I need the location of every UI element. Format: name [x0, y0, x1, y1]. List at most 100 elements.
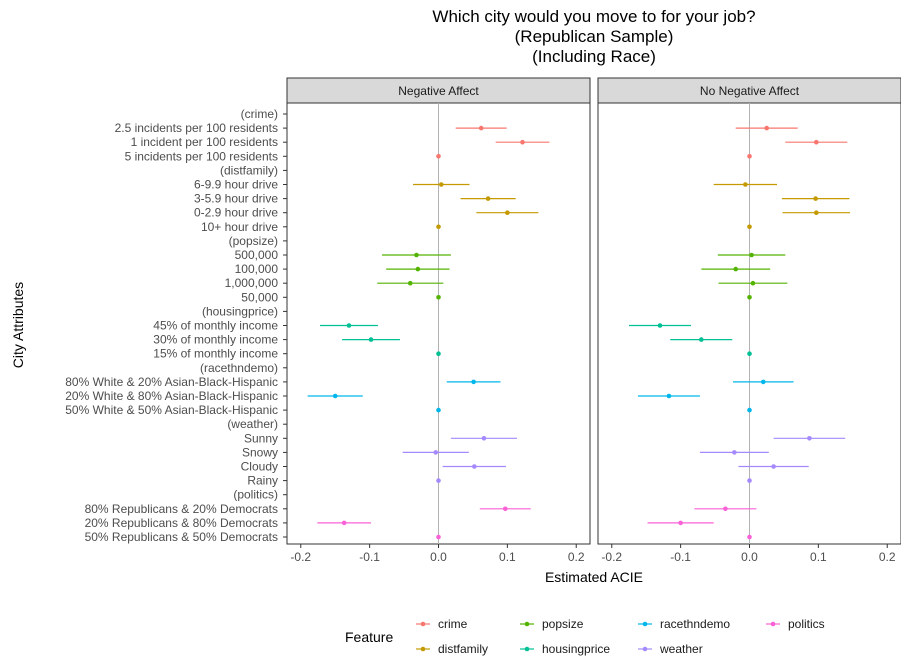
x-tick-label: 0.2 — [879, 550, 896, 564]
estimate-point — [666, 393, 672, 399]
chart-title-line-1: Which city would you move to for your jo… — [432, 7, 755, 26]
y-tick-label: 1 incident per 100 residents — [131, 135, 278, 149]
x-tick-label: 0.0 — [741, 550, 758, 564]
estimate-point — [436, 351, 441, 357]
chart-title-line-3: (Including Race) — [532, 47, 656, 66]
y-tick-label: 500,000 — [235, 248, 279, 262]
estimate-point — [502, 506, 508, 512]
legend-label: housingprice — [542, 642, 610, 656]
legend-entry-distfamily: distfamily — [416, 642, 488, 656]
y-tick-label: (distfamily) — [220, 163, 278, 177]
x-tick-label: -0.2 — [290, 550, 311, 564]
y-tick-label: 30% of monthly income — [153, 333, 278, 347]
y-tick-label: 10+ hour drive — [201, 220, 278, 234]
y-tick-label: 1,000,000 — [225, 276, 279, 290]
estimate-point — [436, 295, 441, 300]
y-tick-label: Rainy — [247, 474, 278, 488]
facet-strip-label: Negative Affect — [398, 84, 479, 98]
legend-entry-crime: crime — [416, 617, 468, 631]
estimate-point — [813, 139, 819, 145]
estimate-point — [368, 337, 374, 342]
estimate-point — [760, 379, 766, 385]
estimate-point — [436, 407, 441, 413]
estimate-point — [436, 478, 441, 483]
chart-title: Which city would you move to for your jo… — [432, 7, 755, 66]
legend-entry-housingprice: housingprice — [520, 642, 610, 656]
legend-key-point — [524, 621, 530, 627]
legend-key-point — [420, 646, 426, 652]
y-tick-label: 50% Republicans & 50% Democrats — [85, 530, 278, 544]
estimate-point — [478, 125, 484, 131]
legend-key-point — [642, 621, 648, 627]
y-tick-label: Cloudy — [241, 460, 278, 474]
chart-title-line-2: (Republican Sample) — [515, 27, 674, 46]
legend-label: weather — [659, 642, 703, 656]
y-tick-label: 3-5.9 hour drive — [194, 192, 278, 206]
y-tick-label: 50,000 — [241, 290, 278, 304]
estimate-point — [332, 393, 338, 399]
estimate-point — [771, 464, 776, 469]
x-axis-title: Estimated ACIE — [545, 569, 643, 585]
estimate-point — [747, 295, 752, 300]
estimate-point — [750, 280, 756, 286]
estimate-point — [407, 280, 413, 286]
legend-key-point — [642, 646, 648, 652]
estimate-point — [813, 210, 819, 215]
x-tick-label: 0.2 — [568, 550, 585, 564]
y-tick-label: (housingprice) — [202, 304, 278, 318]
y-tick-label: 5 incidents per 100 residents — [125, 149, 278, 163]
estimate-point — [341, 520, 347, 526]
x-tick-label: -0.1 — [359, 550, 380, 564]
facet-strip-label: No Negative Affect — [700, 84, 800, 98]
legend-entry-weather: weather — [638, 642, 703, 656]
y-tick-label: 80% White & 20% Asian-Black-Hispanic — [65, 375, 278, 389]
estimate-point — [520, 139, 525, 145]
facet-panels: Negative Affect -0.2 -0.1 0.0 0.1 0.2 No Negat… — [286, 77, 901, 564]
legend-label: distfamily — [438, 642, 488, 656]
legend-key-point — [770, 621, 776, 627]
estimate-point — [485, 196, 491, 201]
legend-entry-politics: politics — [766, 617, 825, 631]
y-tick-label: (racethndemo) — [200, 361, 278, 375]
y-tick-label: (crime) — [241, 107, 278, 121]
y-tick-label: Sunny — [244, 431, 278, 445]
x-tick-label: 0.1 — [810, 550, 827, 564]
x-tick-label: -0.2 — [601, 550, 622, 564]
legend-key-point — [524, 646, 530, 652]
y-tick-label: 2.5 incidents per 100 residents — [115, 121, 278, 135]
y-tick-label: (politics) — [233, 488, 278, 502]
y-axis-tick-labels: (crime)2.5 incidents per 100 residents1 … — [65, 107, 287, 544]
estimate-point — [723, 506, 728, 512]
estimate-point — [807, 436, 812, 441]
estimate-point — [433, 450, 439, 455]
estimate-point — [346, 323, 352, 328]
y-tick-label: 20% Republicans & 80% Democrats — [85, 516, 278, 530]
y-tick-label: 6-9.9 hour drive — [194, 178, 278, 192]
panel-2: No Negative Affect -0.2 -0.1 0.0 0.1 0.2 — [597, 77, 901, 564]
legend-label: politics — [788, 617, 825, 631]
panel-1: Negative Affect -0.2 -0.1 0.0 0.1 0.2 — [286, 77, 591, 564]
y-tick-label: Snowy — [242, 445, 278, 459]
y-tick-label: 80% Republicans & 20% Democrats — [85, 502, 278, 516]
estimate-point — [414, 252, 419, 258]
estimate-point — [743, 182, 748, 187]
legend-entry-racethndemo: racethndemo — [638, 617, 730, 631]
estimate-point — [747, 534, 752, 540]
legend: Feature crime distfamily popsize housingpri… — [345, 617, 825, 656]
estimate-point — [481, 436, 487, 441]
estimate-point — [747, 351, 752, 357]
estimate-point — [813, 196, 818, 201]
y-tick-label: 15% of monthly income — [153, 347, 278, 361]
estimate-point — [698, 337, 704, 342]
estimate-point — [732, 450, 737, 455]
y-tick-label: (weather) — [227, 417, 278, 431]
y-tick-label: (popsize) — [229, 234, 278, 248]
estimate-point — [505, 210, 510, 215]
estimate-point — [747, 224, 752, 230]
estimate-point — [733, 266, 739, 272]
legend-key-point — [420, 621, 426, 627]
y-tick-label: 20% White & 80% Asian-Black-Hispanic — [65, 389, 278, 403]
legend-title: Feature — [345, 629, 393, 645]
estimate-point — [438, 182, 444, 187]
